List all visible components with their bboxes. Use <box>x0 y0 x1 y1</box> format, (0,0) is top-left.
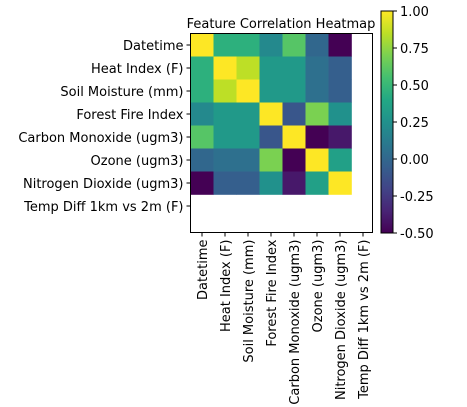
heatmap-cell <box>213 102 237 126</box>
heatmap-cell <box>305 79 329 103</box>
heatmap-cell <box>282 56 306 80</box>
heatmap-cell <box>190 102 214 126</box>
heatmap-cell <box>190 56 214 80</box>
heatmap-cell <box>305 33 329 57</box>
heatmap-cell <box>305 125 329 149</box>
heatmap-cell <box>305 56 329 80</box>
heatmap-cell <box>190 79 214 103</box>
heatmap-cell <box>282 148 306 172</box>
colorbar-ticks: -0.50 -0.25 0.00 0.25 0.50 0.75 1.00 <box>393 5 434 242</box>
heatmap-cell <box>282 33 306 57</box>
heatmap-cell <box>259 79 283 103</box>
column-tick-label: Nitrogen Dioxide (ugm3) <box>334 240 349 401</box>
colorbar <box>380 10 394 234</box>
row-tick-label: Forest Fire Index <box>76 108 183 123</box>
colorbar-tick-label: 0.25 <box>400 116 429 131</box>
heatmap-cell <box>236 102 260 126</box>
column-tick-label: Ozone (ugm3) <box>311 240 326 333</box>
column-tick-label: Soil Moisture (mm) <box>242 240 257 363</box>
heatmap-cell <box>236 125 260 149</box>
heatmap-cell <box>282 171 306 195</box>
row-tick-label: Soil Moisture (mm) <box>60 85 183 100</box>
heatmap-cell <box>236 56 260 80</box>
heatmap-cell <box>282 79 306 103</box>
column-tick-label: Forest Fire Index <box>265 239 280 346</box>
heatmap-cell <box>305 102 329 126</box>
colorbar-tick-label: -0.25 <box>400 190 434 205</box>
heatmap-cell <box>236 171 260 195</box>
plot-frame <box>190 33 373 233</box>
heatmap-cell <box>305 171 329 195</box>
heatmap-cell <box>213 148 237 172</box>
heatmap-cell <box>328 171 352 195</box>
column-tick-labels: Datetime Heat Index (F) Soil Moisture (mm)… <box>196 232 372 405</box>
heatmap-cell <box>328 125 352 149</box>
heatmap-cell <box>236 33 260 57</box>
heatmap-cell <box>213 56 237 80</box>
heatmap-cell <box>328 56 352 80</box>
column-tick-label: Datetime <box>196 240 211 300</box>
heatmap-cell <box>328 33 352 57</box>
column-tick-label: Temp Diff 1km vs 2m (F) <box>357 240 372 400</box>
row-tick-labels: Datetime Heat Index (F) Soil Moisture (mm)… <box>18 39 191 215</box>
heatmap-cell <box>282 125 306 149</box>
colorbar-tick-label: 0.75 <box>400 42 429 57</box>
colorbar-tick-label: -0.50 <box>400 227 434 242</box>
column-tick-label: Heat Index (F) <box>219 240 234 333</box>
heatmap-cell <box>236 79 260 103</box>
heatmap-cells <box>190 33 352 195</box>
heatmap-cell <box>259 102 283 126</box>
heatmap-cell <box>213 33 237 57</box>
row-tick-label: Heat Index (F) <box>91 62 184 77</box>
heatmap-cell <box>259 148 283 172</box>
row-tick-label: Carbon Monoxide (ugm3) <box>18 131 183 146</box>
heatmap-cell <box>259 125 283 149</box>
heatmap-cell <box>236 148 260 172</box>
heatmap-cell <box>328 148 352 172</box>
heatmap-cell <box>213 79 237 103</box>
heatmap-cell <box>213 125 237 149</box>
heatmap-cell <box>328 102 352 126</box>
heatmap-cell <box>259 56 283 80</box>
heatmap-cell <box>190 171 214 195</box>
heatmap-cell <box>259 33 283 57</box>
heatmap-cell <box>282 102 306 126</box>
colorbar-tick-label: 0.50 <box>400 79 429 94</box>
heatmap-cell <box>190 33 214 57</box>
heatmap-cell <box>328 79 352 103</box>
heatmap-cell <box>190 125 214 149</box>
heatmap-cell <box>213 171 237 195</box>
heatmap-cell <box>305 148 329 172</box>
colorbar-tick-label: 1.00 <box>400 5 429 20</box>
row-tick-label: Ozone (ugm3) <box>91 154 184 169</box>
column-tick-label: Carbon Monoxide (ugm3) <box>288 240 303 405</box>
colorbar-tick-label: 0.00 <box>400 153 429 168</box>
row-tick-label: Nitrogen Dioxide (ugm3) <box>23 177 184 192</box>
row-tick-label: Datetime <box>123 39 183 54</box>
heatmap-cell <box>259 171 283 195</box>
row-tick-label: Temp Diff 1km vs 2m (F) <box>23 200 183 215</box>
heatmap-cell <box>190 148 214 172</box>
chart-title: Feature Correlation Heatmap <box>187 17 376 32</box>
